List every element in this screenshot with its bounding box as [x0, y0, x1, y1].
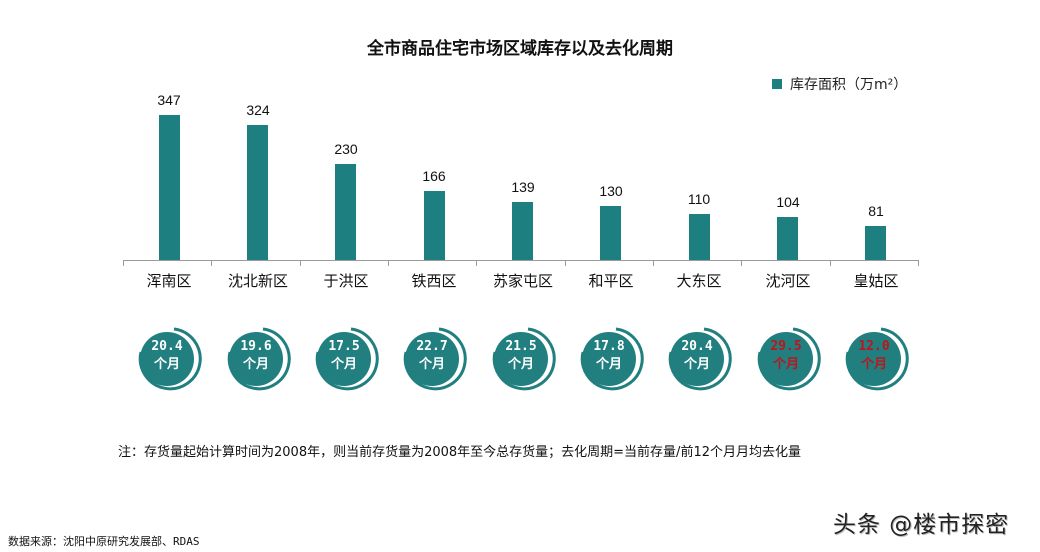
category-label: 皇姑区 [853, 272, 899, 290]
category-label: 大东区 [676, 272, 722, 290]
cycle-badge: 20.4 个月 [664, 322, 734, 392]
bar-value-label: 139 [511, 179, 535, 195]
bar-value-label: 230 [334, 141, 358, 157]
axis-tick [918, 260, 919, 266]
cycle-value: 17.5 个月 [309, 338, 379, 374]
cycle-unit: 个月 [242, 357, 269, 372]
axis-tick [830, 260, 831, 266]
axis-tick [565, 260, 566, 266]
category-label: 沈河区 [765, 272, 811, 290]
bar [777, 217, 798, 260]
cycle-value: 22.7 个月 [397, 338, 467, 374]
axis-tick [476, 260, 477, 266]
bar [689, 214, 710, 260]
cycle-value: 19.6 个月 [221, 338, 291, 374]
bar-value-label: 347 [157, 92, 181, 108]
bar-value-label: 130 [599, 183, 623, 199]
bar [512, 202, 533, 260]
progress-ring-icon [845, 327, 909, 391]
legend: 库存面积（万m²） [772, 74, 907, 94]
cycle-badge: 21.5 个月 [488, 322, 558, 392]
bar [424, 191, 445, 260]
cycle-value: 20.4 个月 [132, 338, 202, 374]
chart-title: 全市商品住宅市场区域库存以及去化周期 [367, 39, 673, 59]
progress-ring-icon [492, 327, 556, 391]
cycle-number: 12.0 [858, 339, 890, 354]
cycle-value: 20.4 个月 [662, 338, 732, 374]
axis-tick [388, 260, 389, 266]
cycle-number: 17.5 [328, 339, 360, 354]
axis-tick [653, 260, 654, 266]
axis-tick [741, 260, 742, 266]
cycle-value: 29.5 个月 [751, 338, 821, 374]
cycle-number: 17.8 [593, 339, 625, 354]
bar-value-label: 81 [868, 203, 884, 219]
cycle-unit: 个月 [772, 357, 799, 372]
cycle-unit: 个月 [418, 357, 445, 372]
bar-value-label: 110 [687, 191, 711, 207]
cycle-unit: 个月 [507, 357, 534, 372]
cycle-number: 20.4 [151, 339, 183, 354]
progress-ring-icon [668, 327, 732, 391]
footnote: 注：存货量起始计算时间为2008年，则当前存货量为2008年至今总存货量；去化周… [118, 445, 801, 460]
cycle-badge: 20.4 个月 [134, 322, 204, 392]
cycle-badge: 17.5 个月 [311, 322, 381, 392]
progress-ring-icon [757, 327, 821, 391]
x-axis [123, 260, 918, 261]
progress-ring-icon [315, 327, 379, 391]
cycle-badge: 12.0 个月 [841, 322, 911, 392]
cycle-value: 17.8 个月 [574, 338, 644, 374]
bar [247, 125, 268, 260]
watermark: 头条 @楼市探密 [833, 512, 1010, 538]
cycle-number: 22.7 [416, 339, 448, 354]
category-label: 铁西区 [411, 272, 457, 290]
cycle-unit: 个月 [153, 357, 180, 372]
cycle-badge: 19.6 个月 [223, 322, 293, 392]
category-label: 于洪区 [323, 272, 369, 290]
category-label: 沈北新区 [227, 272, 288, 290]
axis-tick [123, 260, 124, 266]
axis-tick [300, 260, 301, 266]
legend-label: 库存面积（万m²） [790, 77, 908, 93]
progress-ring-icon [138, 327, 202, 391]
cycle-unit: 个月 [595, 357, 622, 372]
cycle-number: 19.6 [240, 339, 272, 354]
cycle-value: 21.5 个月 [486, 338, 556, 374]
cycle-number: 20.4 [681, 339, 713, 354]
bar [335, 164, 356, 260]
axis-tick [211, 260, 212, 266]
progress-ring-icon [227, 327, 291, 391]
bar-value-label: 104 [776, 194, 800, 210]
progress-ring-icon [580, 327, 644, 391]
bar [600, 206, 621, 260]
cycle-unit: 个月 [860, 357, 887, 372]
bar [865, 226, 886, 260]
category-label: 和平区 [588, 272, 634, 290]
cycle-badge: 22.7 个月 [399, 322, 469, 392]
cycle-value: 12.0 个月 [839, 338, 909, 374]
cycle-badge: 17.8 个月 [576, 322, 646, 392]
bar [159, 115, 180, 260]
legend-swatch-icon [772, 79, 782, 89]
cycle-number: 29.5 [770, 339, 802, 354]
cycle-unit: 个月 [683, 357, 710, 372]
category-label: 苏家屯区 [492, 272, 553, 290]
cycle-unit: 个月 [330, 357, 357, 372]
cycle-number: 21.5 [505, 339, 537, 354]
data-source: 数据来源：沈阳中原研究发展部、RDAS [8, 535, 200, 548]
progress-ring-icon [403, 327, 467, 391]
category-label: 浑南区 [146, 272, 192, 290]
bar-value-label: 324 [246, 102, 270, 118]
bar-value-label: 166 [422, 168, 446, 184]
cycle-badge: 29.5 个月 [753, 322, 823, 392]
